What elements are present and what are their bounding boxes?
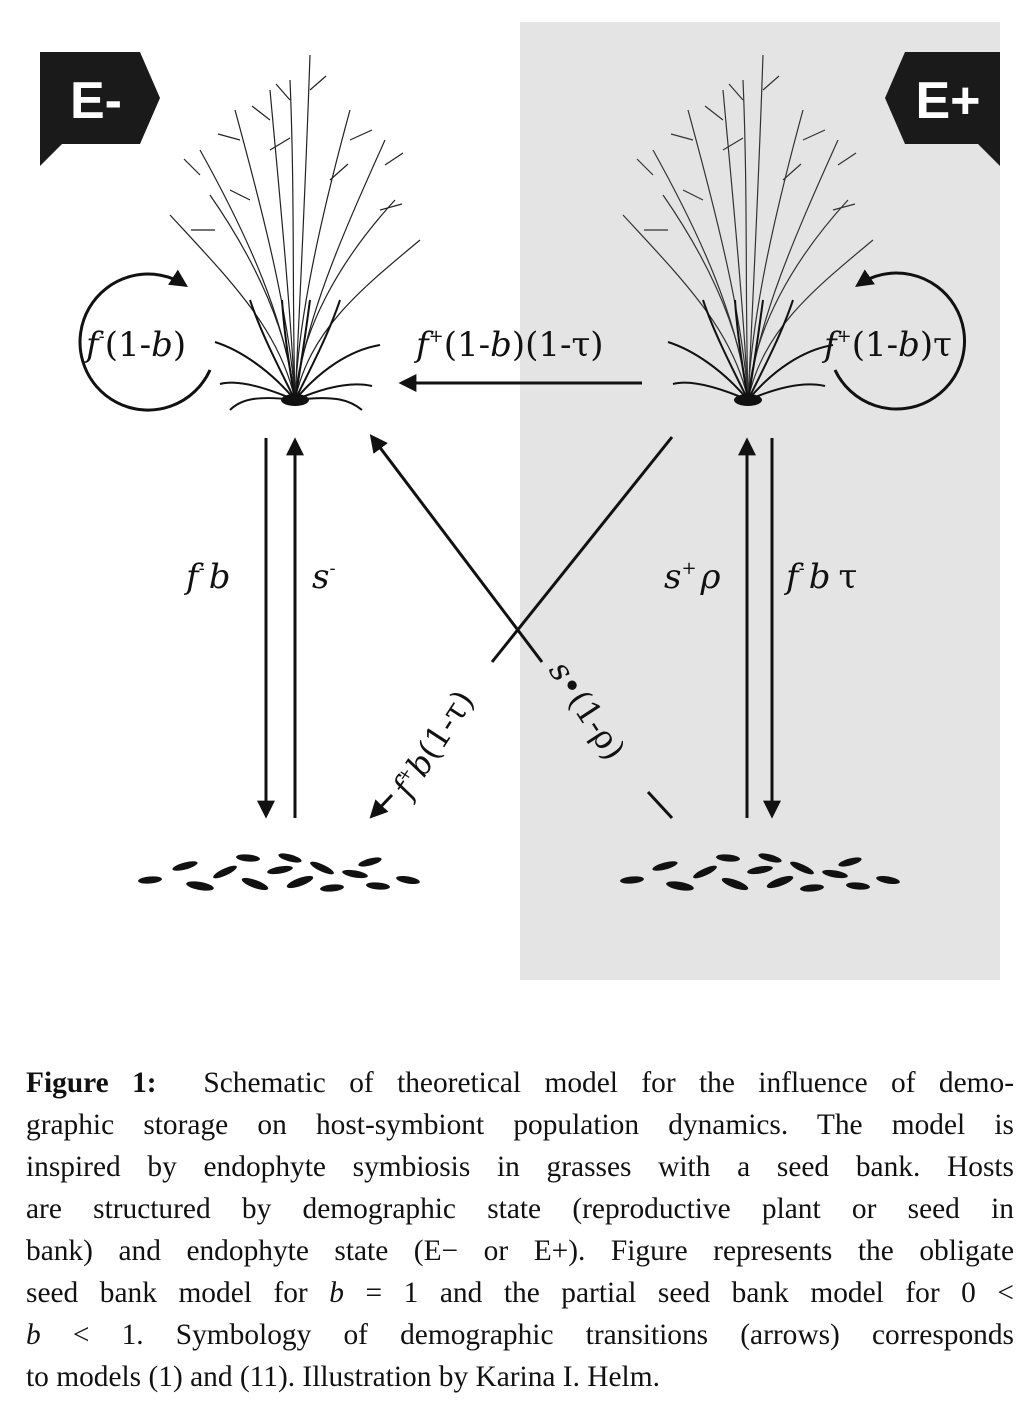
seed-bank-right	[620, 853, 900, 892]
e-plus-tag: E+	[885, 52, 1000, 166]
diagonal-up-arrow-lower	[646, 790, 674, 820]
loop-arrow-left	[78, 269, 212, 412]
caption-line: seed bank model for b = 1 and the partia…	[26, 1277, 1014, 1309]
loop-left-label: f-(1-b)	[83, 325, 186, 365]
caption-line: Figure 1: Schematic of theoretical model…	[26, 1067, 1014, 1099]
diagonal-down-arrow-lower	[369, 793, 394, 819]
diagonal-down-label: f+b(1-τ)	[384, 683, 482, 806]
loop-arrow-right	[833, 269, 967, 411]
caption-line: b < 1. Symbology of demographic transiti…	[26, 1319, 1014, 1351]
caption-line: inspired by endophyte symbiosis in grass…	[26, 1151, 1014, 1183]
caption-line: graphic storage on host-symbiont populat…	[26, 1109, 1014, 1141]
loop-right-label: f+(1-b)τ	[821, 325, 952, 365]
caption-label: Figure 1:	[26, 1067, 157, 1099]
grass-plant-right	[622, 54, 874, 406]
diagonal-down-arrow-upper	[490, 436, 674, 663]
e-minus-tag-label: E-	[70, 72, 122, 130]
horizontal-label: f+(1-b)(1-τ)	[413, 325, 604, 365]
endophyte-positive-panel	[520, 22, 1000, 980]
diagonal-up-arrow-upper	[369, 434, 544, 663]
e-minus-tag: E-	[40, 52, 160, 166]
figure-caption: Figure 1: Schematic of theoretical model…	[26, 1062, 1014, 1398]
caption-line: bank) and endophyte state (E− or E+). Fi…	[26, 1235, 1014, 1267]
left-down-label: f-b	[183, 557, 230, 597]
right-up-label: s+ ρ	[664, 557, 721, 597]
grass-plant-left	[169, 54, 421, 411]
seed-bank-left	[138, 853, 420, 892]
caption-line: to models (1) and (11). Illustration by …	[26, 1361, 660, 1393]
left-up-label: s-	[312, 557, 336, 597]
caption-line: are structured by demographic state (rep…	[26, 1193, 1014, 1225]
figure-illustration: E- E+	[40, 22, 1000, 980]
e-plus-tag-label: E+	[915, 72, 980, 130]
right-down-label: f-b τ	[783, 557, 857, 597]
